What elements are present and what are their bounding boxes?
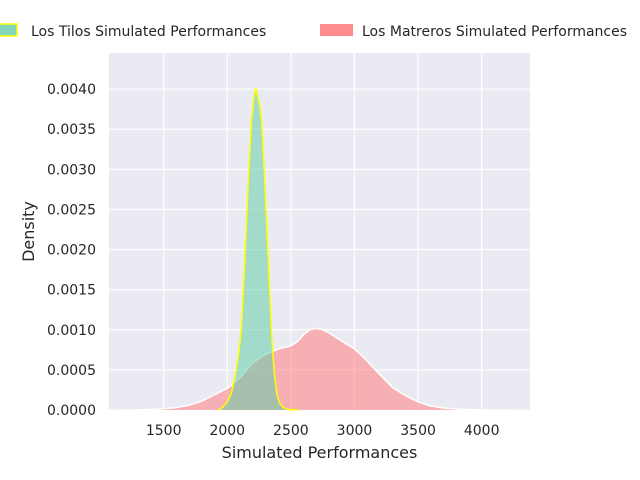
legend: Los Tilos Simulated Performances Los Mat… xyxy=(0,23,627,40)
x-tick-label-2500: 2500 xyxy=(273,423,309,439)
density-line-los-tilos xyxy=(217,88,299,411)
density-area-los-tilos xyxy=(218,88,299,411)
y-axis-label: Density xyxy=(19,201,38,262)
y-tick-label-0.0005: 0.0005 xyxy=(47,363,96,379)
legend-entry-los-tilos: Los Tilos Simulated Performances xyxy=(0,23,266,40)
x-tick-label-1500: 1500 xyxy=(146,423,182,439)
y-tick-label-0.0015: 0.0015 xyxy=(47,283,96,299)
legend-swatch-los-tilos xyxy=(0,23,18,37)
series-layer xyxy=(121,88,508,411)
gridlines xyxy=(109,53,530,411)
x-tick-labels: 1500 2000 2500 3000 3500 4000 xyxy=(146,423,500,439)
density-line-los-matreros xyxy=(121,327,508,411)
x-axis-label: Simulated Performances xyxy=(222,443,418,462)
legend-label-los-matreros: Los Matreros Simulated Performances xyxy=(362,24,627,40)
y-tick-label-0.0030: 0.0030 xyxy=(47,162,96,178)
y-tick-label-0.0000: 0.0000 xyxy=(47,403,96,419)
y-tick-label-0.0040: 0.0040 xyxy=(47,82,96,98)
x-tick-label-2000: 2000 xyxy=(209,423,245,439)
legend-entry-los-matreros: Los Matreros Simulated Performances xyxy=(320,24,627,40)
x-tick-label-3000: 3000 xyxy=(337,423,373,439)
y-tick-label-0.0035: 0.0035 xyxy=(47,122,96,138)
density-area-los-matreros xyxy=(121,328,508,410)
y-tick-label-0.0025: 0.0025 xyxy=(47,202,96,218)
y-tick-labels: 0.0000 0.0005 0.0010 0.0015 0.0020 0.0025 0.00… xyxy=(47,82,96,419)
legend-label-los-tilos: Los Tilos Simulated Performances xyxy=(31,24,266,40)
x-tick-label-4000: 4000 xyxy=(464,423,500,439)
y-tick-label-0.0010: 0.0010 xyxy=(47,323,96,339)
y-tick-label-0.0020: 0.0020 xyxy=(47,243,96,259)
x-tick-label-3500: 3500 xyxy=(400,423,436,439)
legend-swatch-los-matreros xyxy=(320,24,353,36)
